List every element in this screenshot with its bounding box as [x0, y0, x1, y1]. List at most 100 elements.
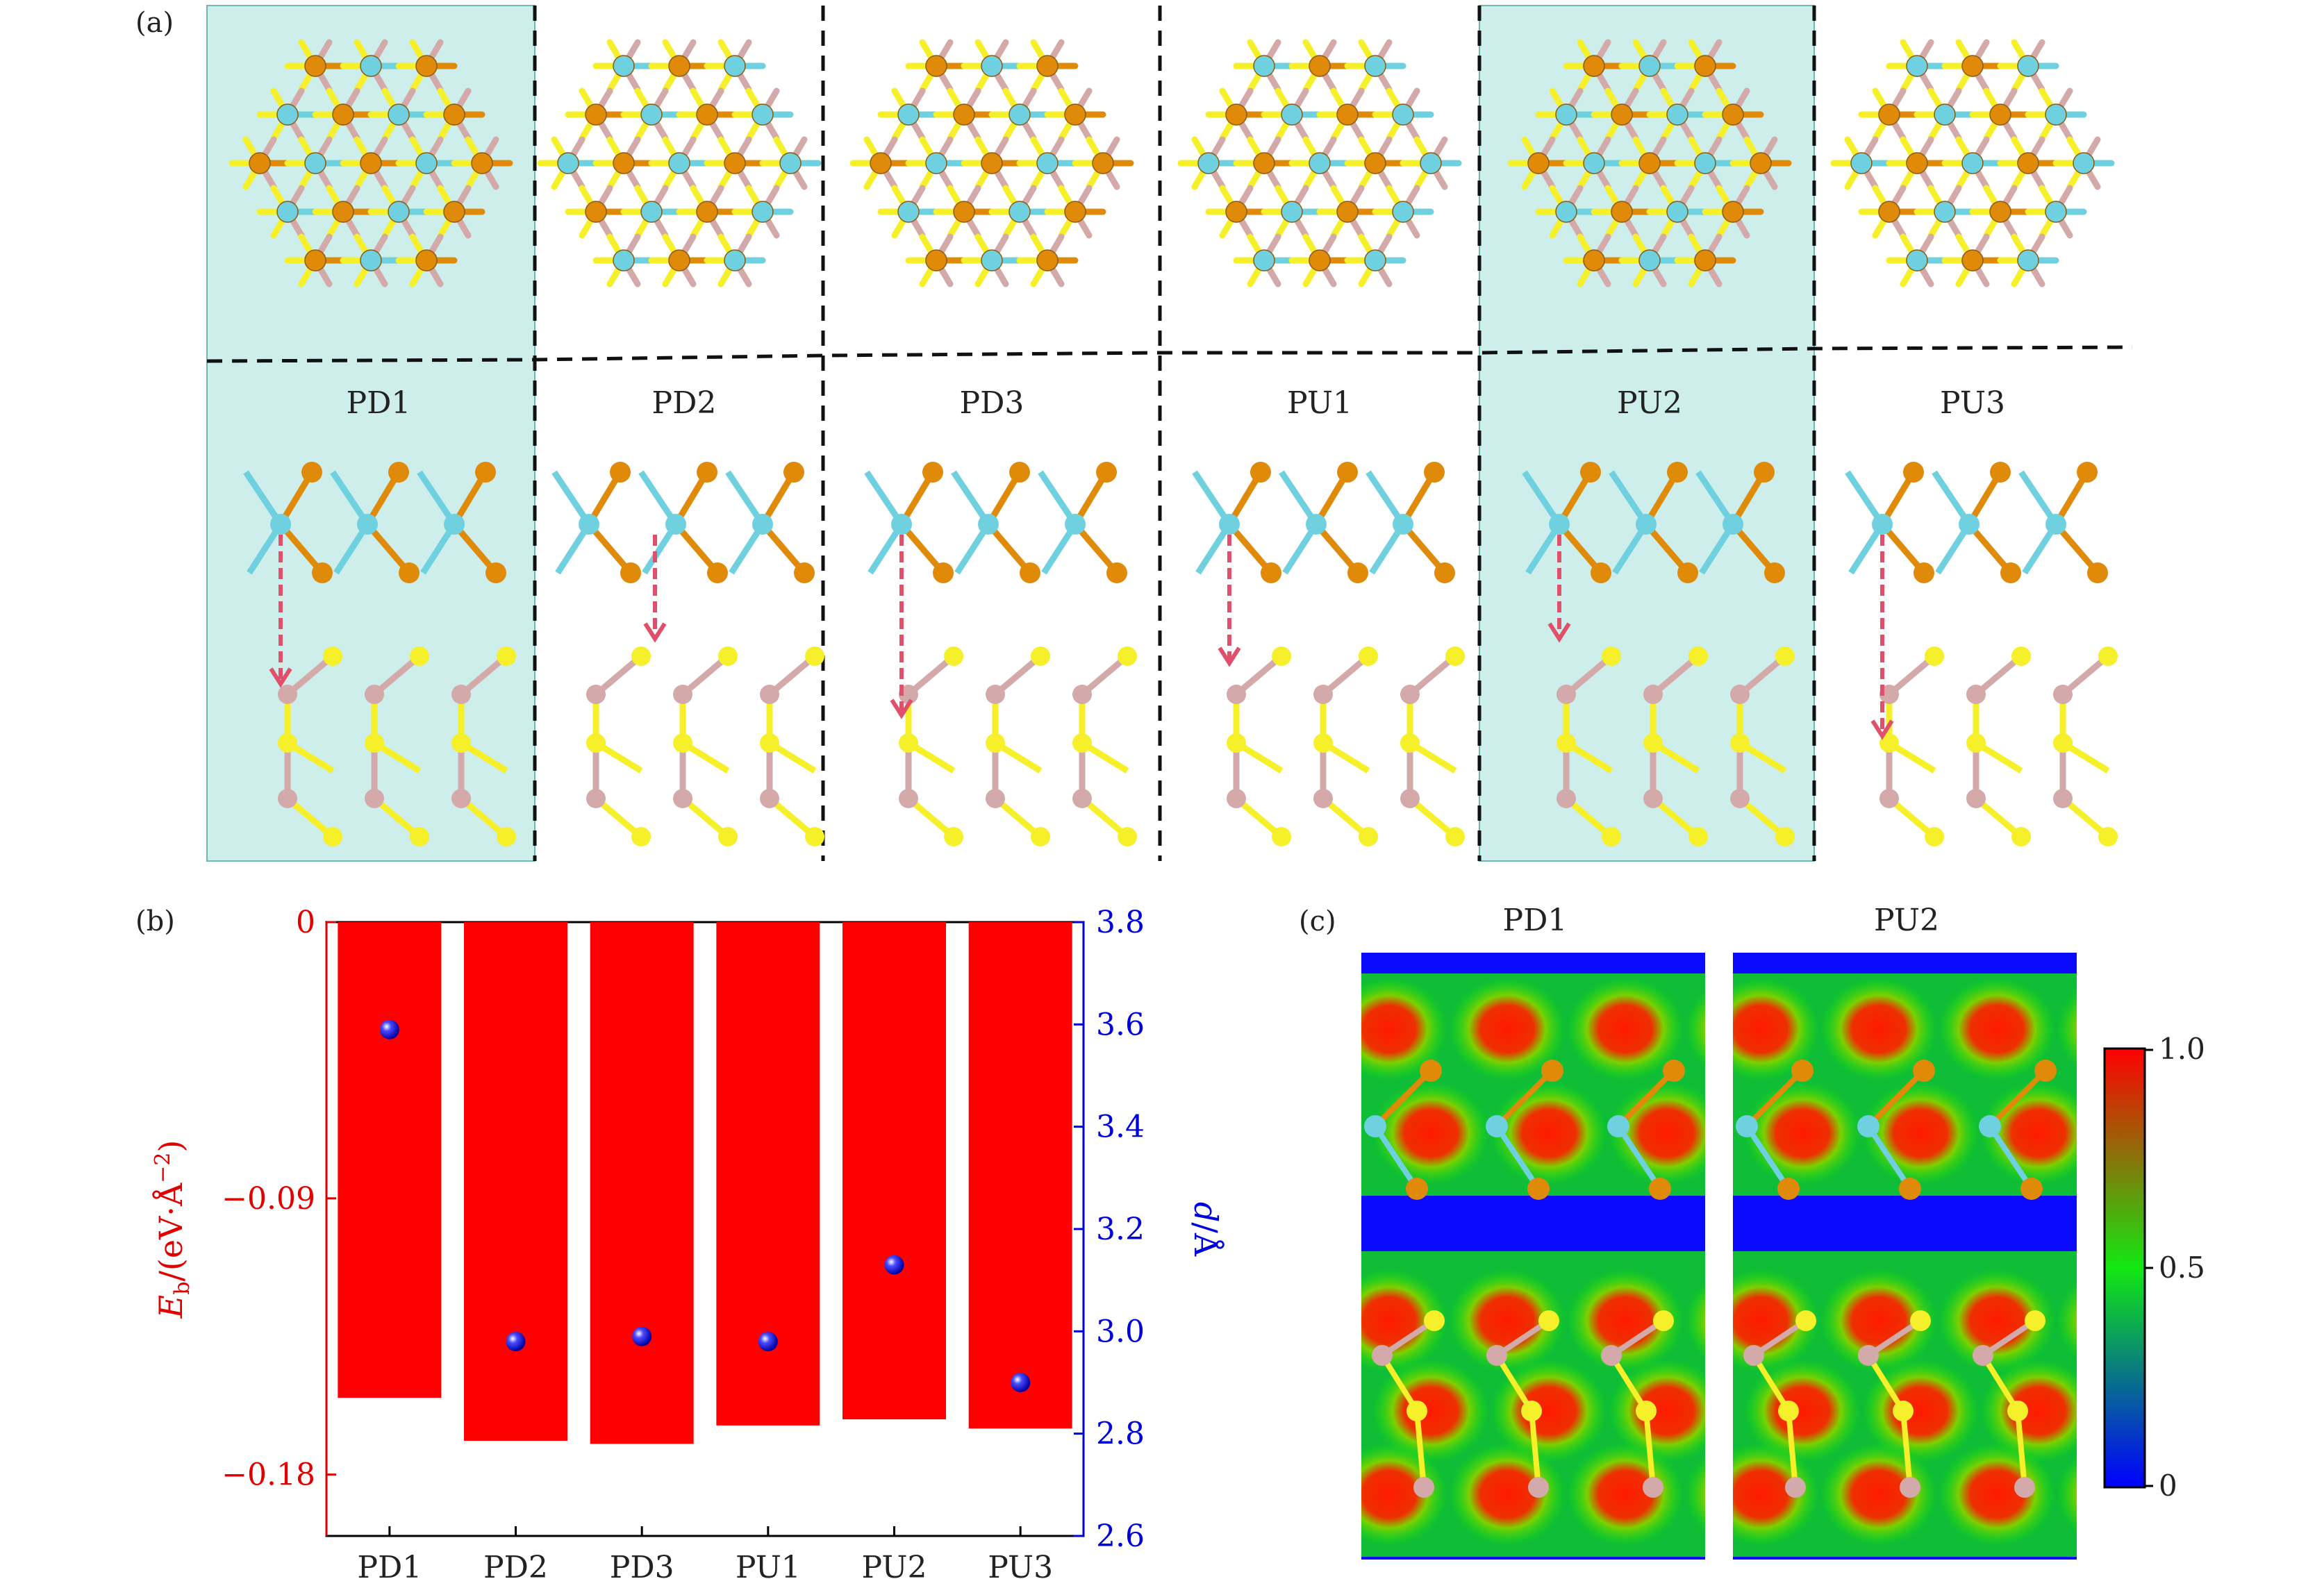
chalcogen-atom	[2034, 1060, 2057, 1082]
map-title-pu2: PU2	[1874, 903, 1939, 938]
x-tick-label: PD1	[357, 1550, 422, 1579]
metal-atom	[1313, 789, 1333, 808]
distance-point-pu3	[1011, 1373, 1031, 1392]
chalcogen-atom	[1521, 1401, 1542, 1421]
chalcogen-atom	[1309, 55, 1331, 77]
chalcogen-atom	[1227, 733, 1246, 753]
chalcogen-atom	[1538, 1310, 1559, 1331]
metal-atom	[1219, 514, 1240, 535]
chalcogen-atom	[620, 562, 641, 583]
chalcogen-atom	[1424, 462, 1445, 483]
metal-atom	[1643, 1477, 1663, 1498]
left-tick-label: −0.09	[222, 1181, 315, 1217]
metal-atom	[1857, 1115, 1879, 1137]
metal-atom	[1555, 103, 1577, 126]
metal-atom	[276, 201, 299, 223]
chalcogen-atom	[1225, 103, 1247, 126]
chalcogen-atom	[2087, 562, 2108, 583]
chalcogen-atom	[1272, 646, 1291, 666]
metal-atom	[388, 103, 410, 126]
metal-atom	[1879, 789, 1899, 808]
chalcogen-atom	[668, 55, 690, 77]
right-axis-label: d/Å	[1187, 1202, 1225, 1257]
metal-atom	[752, 514, 773, 535]
metal-atom	[270, 514, 291, 535]
chalcogen-atom	[410, 827, 429, 846]
x-tick-label: PD3	[610, 1550, 674, 1579]
chalcogen-atom	[1893, 1401, 1914, 1421]
chalcogen-atom	[1961, 55, 1984, 77]
chalcogen-atom	[922, 462, 943, 483]
colorbar-tick-max: 1.0	[2159, 1032, 2205, 1066]
chalcogen-atom	[443, 103, 465, 126]
metal-atom	[1400, 685, 1420, 704]
chalcogen-atom	[304, 55, 326, 77]
config-label-pu2: PU2	[1617, 385, 1682, 421]
chalcogen-atom	[944, 646, 963, 666]
metal-atom	[1961, 152, 1984, 174]
metal-atom	[673, 685, 692, 704]
chalcogen-atom	[944, 827, 963, 846]
right-tick-label: 3.0	[1096, 1314, 1145, 1349]
metal-atom	[2045, 201, 2067, 223]
metal-atom	[752, 103, 774, 126]
chalcogen-atom	[953, 103, 975, 126]
metal-atom	[925, 152, 947, 174]
top-view-pu1	[1177, 39, 1462, 287]
right-tick-label: 3.8	[1096, 905, 1145, 940]
metal-atom	[1858, 1345, 1879, 1366]
chalcogen-atom	[1722, 201, 1744, 223]
chalcogen-atom	[485, 562, 506, 583]
metal-atom	[2017, 55, 2039, 77]
metal-atom	[760, 789, 779, 808]
metal-atom	[360, 249, 382, 271]
highlight-pd1	[206, 5, 536, 862]
chalcogen-atom	[1910, 1310, 1931, 1331]
density-map-pd1	[1361, 953, 1705, 1560]
chalcogen-atom	[2000, 562, 2021, 583]
chalcogen-atom	[1649, 1178, 1671, 1200]
arrow-head	[1547, 622, 1571, 643]
chalcogen-atom	[1925, 827, 1944, 846]
distance-point-pu2	[884, 1255, 904, 1275]
metal-atom	[1420, 152, 1442, 174]
chalcogen-atom	[1445, 827, 1465, 846]
chalcogen-atom	[2098, 646, 2118, 666]
colorbar: 1.0 0.5 0	[2103, 1032, 2205, 1503]
chalcogen-atom	[1118, 827, 1137, 846]
x-tick-label: PU3	[988, 1550, 1053, 1579]
chalcogen-atom	[1118, 646, 1137, 666]
chalcogen-atom	[410, 646, 429, 666]
chalcogen-atom	[1347, 562, 1368, 583]
right-tick-label: 3.4	[1096, 1110, 1145, 1145]
chalcogen-atom	[610, 462, 631, 483]
chalcogen-atom	[2025, 1310, 2045, 1331]
chalcogen-atom	[1778, 1401, 1799, 1421]
chalcogen-atom	[1009, 462, 1030, 483]
metal-atom	[981, 55, 1003, 77]
metal-atom	[1036, 152, 1059, 174]
metal-atom	[1666, 201, 1688, 223]
chalcogen-atom	[899, 733, 918, 753]
chalcogen-atom	[332, 103, 354, 126]
chalcogen-atom	[1420, 1060, 1442, 1082]
charge-density-maps	[1361, 953, 2077, 1560]
metal-atom	[1906, 55, 1928, 77]
left-tick-label: −0.18	[222, 1457, 315, 1493]
chalcogen-atom	[1611, 103, 1633, 126]
chalcogen-atom	[1667, 462, 1688, 483]
metal-atom	[724, 249, 746, 271]
chalcogen-atom	[1989, 201, 2011, 223]
chalcogen-atom	[1688, 827, 1708, 846]
distance-point-pu1	[758, 1332, 778, 1352]
chalcogen-atom	[1336, 103, 1359, 126]
arrow-head	[890, 699, 913, 719]
chalcogen-atom	[1527, 152, 1550, 174]
chalcogen-atom	[323, 646, 342, 666]
metal-atom	[1607, 1115, 1629, 1137]
metal-atom	[897, 103, 920, 126]
chalcogen-atom	[1406, 1401, 1427, 1421]
metal-atom	[415, 152, 438, 174]
chalcogen-atom	[1775, 827, 1795, 846]
